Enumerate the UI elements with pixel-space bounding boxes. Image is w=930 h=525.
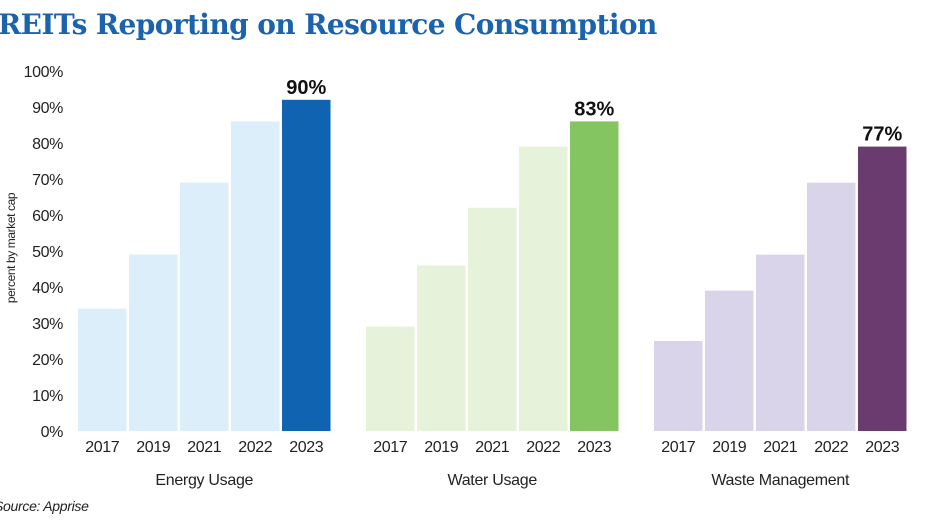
group-label: Water Usage xyxy=(448,472,538,489)
x-tick-label: 2023 xyxy=(289,439,323,456)
bar xyxy=(570,121,619,432)
x-tick-label: 2019 xyxy=(136,439,170,456)
x-tick-label: 2021 xyxy=(187,439,221,456)
bar xyxy=(807,182,856,431)
bar xyxy=(705,290,754,431)
y-tick-label: 20% xyxy=(32,352,63,369)
bar xyxy=(654,341,703,431)
y-axis: 0% 10% 20% 30% 40% 50% 60% 70% 80% 90% 100% xyxy=(24,64,64,441)
x-tick-label: 2021 xyxy=(475,439,509,456)
group-label: Waste Management xyxy=(711,472,850,489)
y-tick-label: 30% xyxy=(32,316,63,333)
x-tick-label: 2022 xyxy=(814,439,848,456)
x-tick-label: 2019 xyxy=(712,439,746,456)
bar xyxy=(858,146,907,431)
x-tick-label: 2017 xyxy=(85,439,119,456)
y-tick-label: 50% xyxy=(32,244,63,261)
bar-group-energy-usage: 2017 2019 2021 2022 2023 90% Energy Usage xyxy=(78,77,331,489)
bar xyxy=(129,254,178,431)
group-label: Energy Usage xyxy=(155,472,253,489)
x-tick-label: 2022 xyxy=(526,439,560,456)
y-tick-label: 100% xyxy=(24,64,63,81)
bar xyxy=(180,182,229,431)
bar xyxy=(417,265,466,431)
bar-group-water-usage: 2017 2019 2021 2022 2023 83% Water Usage xyxy=(366,98,619,489)
data-label: 77% xyxy=(862,124,902,146)
y-tick-label: 0% xyxy=(41,424,63,441)
x-tick-label: 2023 xyxy=(577,439,611,456)
bar xyxy=(282,99,331,432)
y-tick-label: 90% xyxy=(32,100,63,117)
y-tick-label: 80% xyxy=(32,136,63,153)
bar xyxy=(519,146,568,431)
y-axis-label: percent by market cap xyxy=(4,192,18,303)
y-tick-label: 60% xyxy=(32,208,63,225)
x-tick-label: 2023 xyxy=(865,439,899,456)
y-tick-label: 10% xyxy=(32,388,63,405)
y-tick-label: 70% xyxy=(32,172,63,189)
bar xyxy=(756,254,805,431)
chart-title: REITs Reporting on Resource Consumption xyxy=(0,8,657,41)
bar xyxy=(78,308,127,431)
x-tick-label: 2022 xyxy=(238,439,272,456)
x-tick-label: 2017 xyxy=(661,439,695,456)
x-tick-label: 2017 xyxy=(373,439,407,456)
bar xyxy=(468,207,517,431)
data-label: 83% xyxy=(574,98,614,120)
x-tick-label: 2021 xyxy=(763,439,797,456)
bar-group-waste-management: 2017 2019 2021 2022 2023 77% Waste Management xyxy=(654,124,907,489)
bar xyxy=(231,121,280,432)
data-label: 90% xyxy=(286,77,326,99)
source-note: Source: Apprise xyxy=(0,498,89,514)
x-tick-label: 2019 xyxy=(424,439,458,456)
bar xyxy=(366,326,415,431)
y-tick-label: 40% xyxy=(32,280,63,297)
